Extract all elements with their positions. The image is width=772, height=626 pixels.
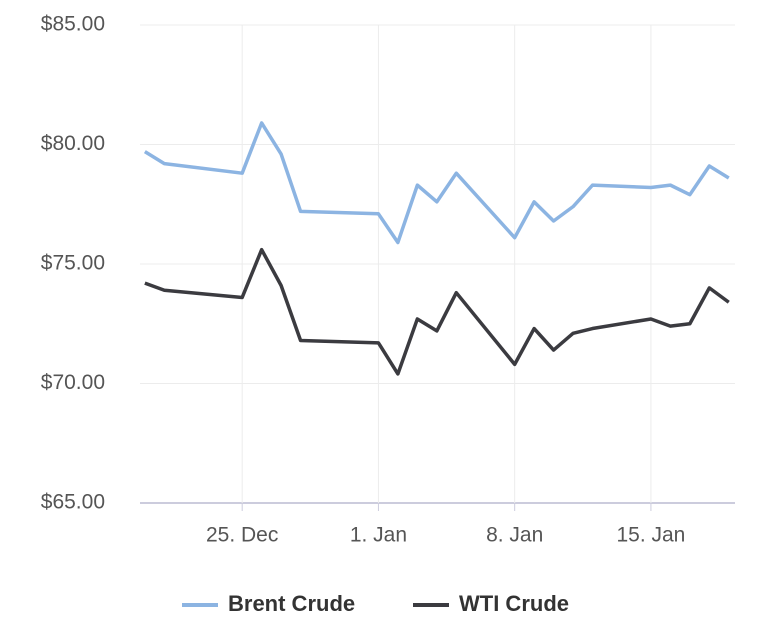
x-tick-label: 15. Jan <box>616 524 685 547</box>
y-tick-label: $80.00 <box>41 132 105 155</box>
series-line <box>143 121 730 245</box>
y-tick-label: $65.00 <box>41 491 105 514</box>
legend-text: WTI Crude <box>459 591 569 616</box>
series-line <box>144 247 730 376</box>
y-tick-label: $85.00 <box>41 13 105 36</box>
y-tick-label: $70.00 <box>41 371 105 394</box>
x-tick-label: 25. Dec <box>206 524 278 547</box>
legend-text: Brent Crude <box>228 591 355 616</box>
x-tick-label: 1. Jan <box>350 524 407 547</box>
y-tick-label: $75.00 <box>41 252 105 275</box>
x-tick-label: 8. Jan <box>486 524 543 547</box>
